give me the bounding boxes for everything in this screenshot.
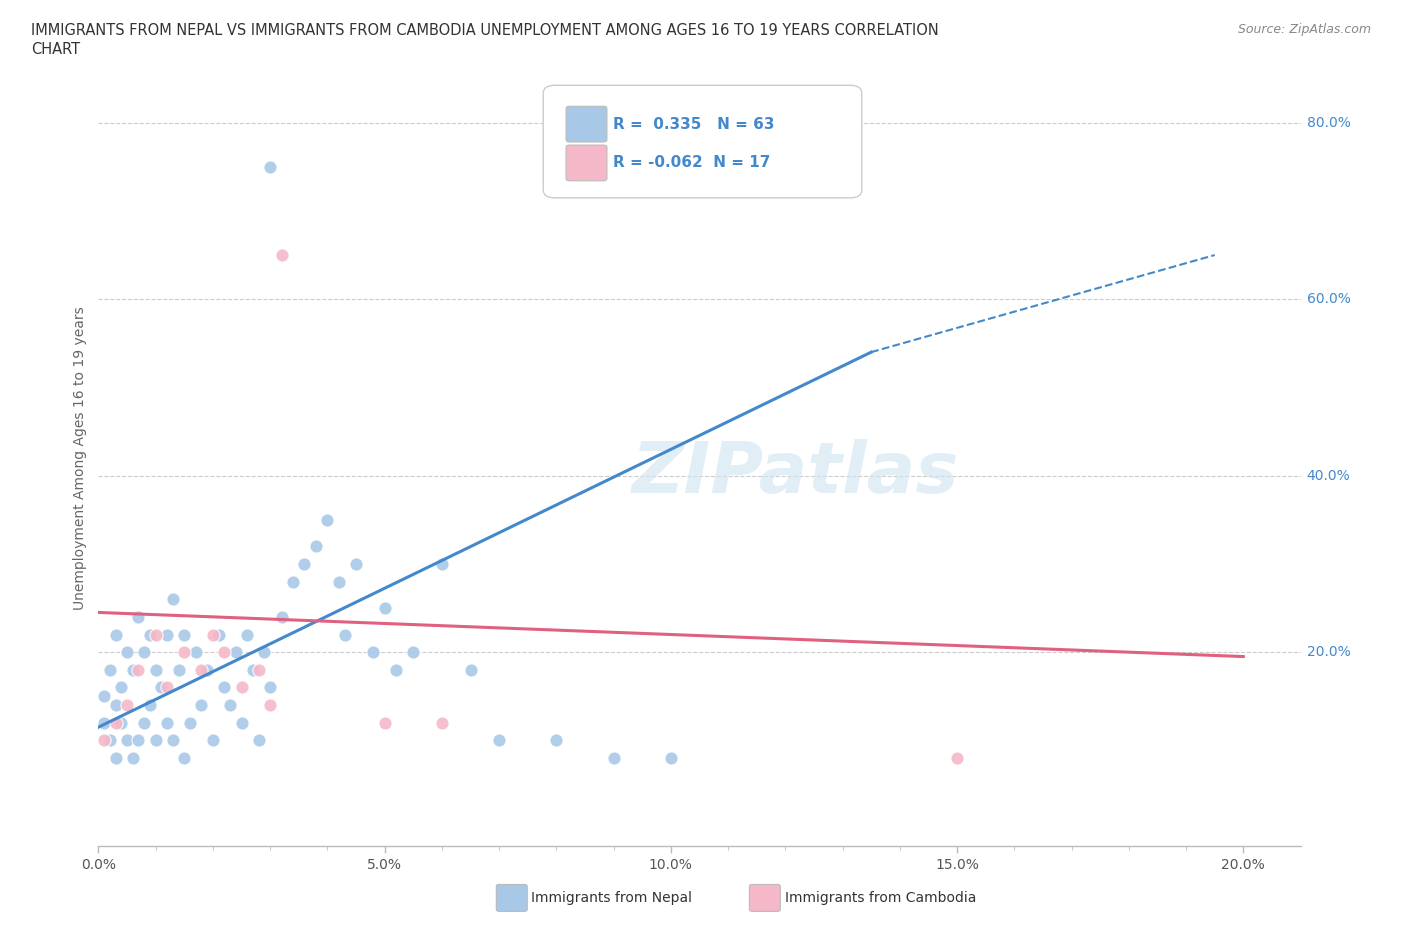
Point — [150, 680, 173, 695]
Point — [128, 609, 150, 624]
Point — [121, 751, 143, 765]
Point — [402, 644, 425, 659]
Point — [156, 715, 179, 730]
Point — [139, 698, 162, 712]
Text: R = -0.062  N = 17: R = -0.062 N = 17 — [613, 155, 770, 170]
Point — [98, 733, 121, 748]
Point — [115, 644, 138, 659]
Point — [139, 627, 162, 642]
Point — [242, 662, 264, 677]
Point — [128, 733, 150, 748]
Point — [328, 574, 350, 589]
Point — [134, 644, 156, 659]
Point — [253, 644, 276, 659]
Text: Source: ZipAtlas.com: Source: ZipAtlas.com — [1237, 23, 1371, 36]
Point — [225, 644, 247, 659]
Point — [259, 698, 281, 712]
Point — [430, 715, 453, 730]
Text: 20.0%: 20.0% — [1306, 645, 1350, 659]
Point — [104, 698, 127, 712]
Point — [219, 698, 242, 712]
Point — [247, 733, 270, 748]
Point — [173, 627, 195, 642]
Point — [460, 662, 482, 677]
Text: 80.0%: 80.0% — [1306, 115, 1350, 129]
Text: IMMIGRANTS FROM NEPAL VS IMMIGRANTS FROM CAMBODIA UNEMPLOYMENT AMONG AGES 16 TO : IMMIGRANTS FROM NEPAL VS IMMIGRANTS FROM… — [31, 23, 939, 38]
Text: Immigrants from Cambodia: Immigrants from Cambodia — [785, 891, 976, 906]
Point — [190, 662, 212, 677]
Point — [305, 538, 328, 553]
Point — [167, 662, 190, 677]
Point — [270, 609, 292, 624]
Point — [156, 627, 179, 642]
Point — [294, 556, 316, 571]
Point — [201, 627, 224, 642]
Point — [208, 627, 231, 642]
Point — [259, 680, 281, 695]
Point — [214, 680, 236, 695]
Point — [110, 715, 132, 730]
Point — [214, 644, 236, 659]
Text: R =  0.335   N = 63: R = 0.335 N = 63 — [613, 116, 775, 132]
Text: 60.0%: 60.0% — [1306, 292, 1350, 306]
Point — [184, 644, 207, 659]
Point — [247, 662, 270, 677]
Point — [162, 733, 184, 748]
FancyBboxPatch shape — [567, 145, 607, 180]
Point — [344, 556, 367, 571]
Point — [195, 662, 218, 677]
Point — [93, 733, 115, 748]
Point — [361, 644, 384, 659]
Point — [546, 733, 568, 748]
Point — [374, 601, 396, 616]
FancyBboxPatch shape — [567, 106, 607, 142]
FancyBboxPatch shape — [543, 86, 862, 198]
Point — [190, 698, 212, 712]
Point — [145, 733, 167, 748]
Point — [145, 662, 167, 677]
Point — [145, 627, 167, 642]
Point — [385, 662, 408, 677]
Point — [430, 556, 453, 571]
Point — [270, 247, 292, 262]
Point — [173, 751, 195, 765]
Point — [104, 751, 127, 765]
Point — [201, 733, 224, 748]
Text: 40.0%: 40.0% — [1306, 469, 1350, 483]
Point — [231, 715, 253, 730]
Point — [602, 751, 624, 765]
Point — [179, 715, 201, 730]
Point — [162, 591, 184, 606]
Text: Immigrants from Nepal: Immigrants from Nepal — [531, 891, 693, 906]
Point — [281, 574, 304, 589]
Point — [316, 512, 339, 527]
Text: ZIPatlas: ZIPatlas — [631, 439, 959, 508]
Point — [93, 715, 115, 730]
Point — [98, 662, 121, 677]
Point — [173, 644, 195, 659]
Text: CHART: CHART — [31, 42, 80, 57]
Point — [946, 751, 969, 765]
Point — [93, 689, 115, 704]
Point — [121, 662, 143, 677]
Point — [110, 680, 132, 695]
Point — [259, 159, 281, 174]
Point — [231, 680, 253, 695]
Point — [488, 733, 510, 748]
Point — [659, 751, 682, 765]
Point — [115, 698, 138, 712]
Point — [156, 680, 179, 695]
Point — [333, 627, 356, 642]
Point — [104, 627, 127, 642]
Point — [115, 733, 138, 748]
Point — [104, 715, 127, 730]
Point — [134, 715, 156, 730]
Point — [236, 627, 259, 642]
Point — [128, 662, 150, 677]
Point — [374, 715, 396, 730]
Y-axis label: Unemployment Among Ages 16 to 19 years: Unemployment Among Ages 16 to 19 years — [73, 306, 87, 610]
